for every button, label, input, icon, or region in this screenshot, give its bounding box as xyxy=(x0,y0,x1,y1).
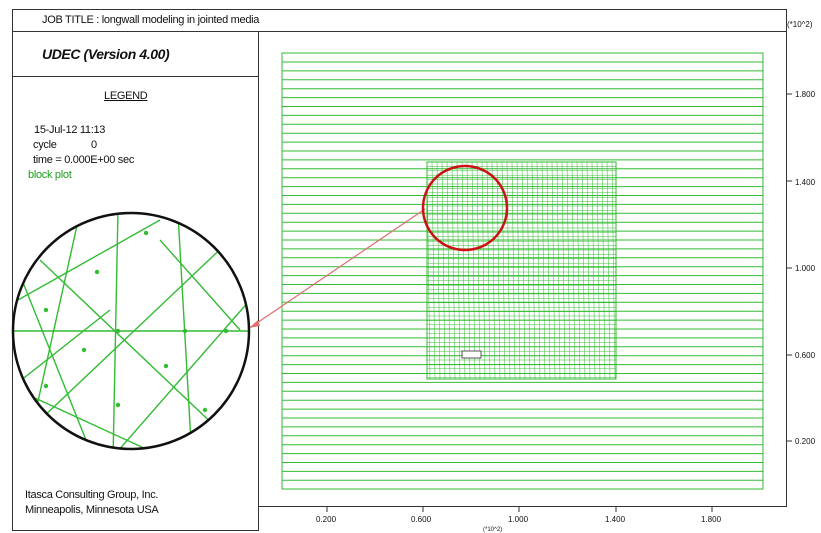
joint-line xyxy=(486,161,491,380)
joint-node-icon xyxy=(163,363,169,369)
x-tick-label: 1.800 xyxy=(701,515,722,524)
magnified-joint xyxy=(24,213,81,449)
joint-line xyxy=(431,161,436,380)
joint-line xyxy=(596,161,601,380)
joint-line xyxy=(476,161,481,380)
x-tick-label: 0.600 xyxy=(411,515,432,524)
y-axis-unit: (*10^2) xyxy=(787,20,813,29)
magnified-joint xyxy=(159,239,241,331)
cycle-label: cycle xyxy=(33,139,57,151)
magnified-joint xyxy=(39,239,231,421)
excavation-opening-icon xyxy=(461,350,482,359)
organization-location: Minneapolis, Minnesota USA xyxy=(25,504,159,516)
rock-layers xyxy=(281,52,764,490)
model-boundary xyxy=(281,52,764,490)
organization-name: Itasca Consulting Group, Inc. xyxy=(25,489,159,501)
y-tick-label: 0.600 xyxy=(795,351,816,360)
magnified-joint xyxy=(177,213,193,449)
joint-node-icon xyxy=(43,307,49,313)
joint-line xyxy=(501,161,506,380)
joint-line xyxy=(456,161,461,380)
y-tick-label: 1.400 xyxy=(795,178,816,187)
joint-line xyxy=(426,161,431,380)
joint-node-icon xyxy=(143,230,149,236)
joint-node-icon xyxy=(94,269,100,275)
joint-line xyxy=(466,161,471,380)
arrow-head-icon xyxy=(249,320,260,328)
joint-line xyxy=(586,161,591,380)
axis-ticks xyxy=(326,93,792,512)
y-tick-label: 0.200 xyxy=(795,437,816,446)
joint-line xyxy=(611,161,616,380)
joint-line xyxy=(566,161,571,380)
joint-line xyxy=(461,161,466,380)
joint-node-icon xyxy=(115,402,121,408)
joint-node-icon xyxy=(202,407,208,413)
jointed-zone xyxy=(426,161,617,380)
joint-line xyxy=(531,161,536,380)
plot-frame xyxy=(258,31,787,507)
joint-line xyxy=(516,161,521,380)
block-plot-label: block plot xyxy=(28,169,72,181)
joint-line xyxy=(511,161,516,380)
x-axis-unit: (*10^2) xyxy=(483,527,503,533)
joint-line xyxy=(481,161,486,380)
joint-line xyxy=(591,161,596,380)
magnified-joint xyxy=(109,299,249,449)
joint-node-icon xyxy=(115,328,121,334)
joint-line xyxy=(506,161,511,380)
job-title: JOB TITLE : longwall modeling in jointed… xyxy=(42,14,260,26)
magnified-joint xyxy=(34,397,171,449)
joint-line xyxy=(601,161,606,380)
magnified-joints xyxy=(13,213,249,449)
joint-line xyxy=(546,161,551,380)
joint-line xyxy=(436,161,441,380)
x-tick-label: 0.200 xyxy=(316,515,337,524)
joint-node-icon xyxy=(182,328,188,334)
magnified-joint xyxy=(39,259,241,449)
magnified-joint xyxy=(17,219,161,301)
joint-line xyxy=(576,161,581,380)
joint-line xyxy=(446,161,451,380)
joint-line xyxy=(571,161,576,380)
magnified-joint xyxy=(14,309,111,386)
joint-node-icon xyxy=(81,347,87,353)
y-tick-label: 1.800 xyxy=(795,90,816,99)
x-tick-label: 1.000 xyxy=(508,515,529,524)
magnified-view-circle-icon xyxy=(11,211,251,451)
joint-line xyxy=(556,161,561,380)
run-datetime: 15-Jul-12 11:13 xyxy=(34,124,106,136)
joint-line xyxy=(491,161,496,380)
joint-node-icon xyxy=(223,328,229,334)
software-version: UDEC (Version 4.00) xyxy=(42,46,170,62)
zoom-highlight-circle xyxy=(421,164,509,252)
legend-heading: LEGEND xyxy=(104,90,148,102)
joint-line xyxy=(551,161,556,380)
joint-line xyxy=(561,161,566,380)
joint-line xyxy=(606,161,611,380)
joint-line xyxy=(536,161,541,380)
magnified-joint xyxy=(19,274,91,449)
joint-line xyxy=(581,161,586,380)
callout-arrow xyxy=(250,208,426,328)
joint-line xyxy=(541,161,546,380)
y-tick-label: 1.000 xyxy=(795,264,816,273)
joint-line xyxy=(526,161,531,380)
joint-line xyxy=(521,161,526,380)
joint-node-icon xyxy=(43,383,49,389)
cycle-value: 0 xyxy=(91,139,97,151)
joint-line xyxy=(451,161,456,380)
joint-line xyxy=(471,161,476,380)
magnified-joint xyxy=(112,213,119,449)
x-tick-label: 1.400 xyxy=(605,515,626,524)
joint-line xyxy=(496,161,501,380)
joint-line xyxy=(441,161,446,380)
time-label: time = 0.000E+00 sec xyxy=(33,154,135,166)
